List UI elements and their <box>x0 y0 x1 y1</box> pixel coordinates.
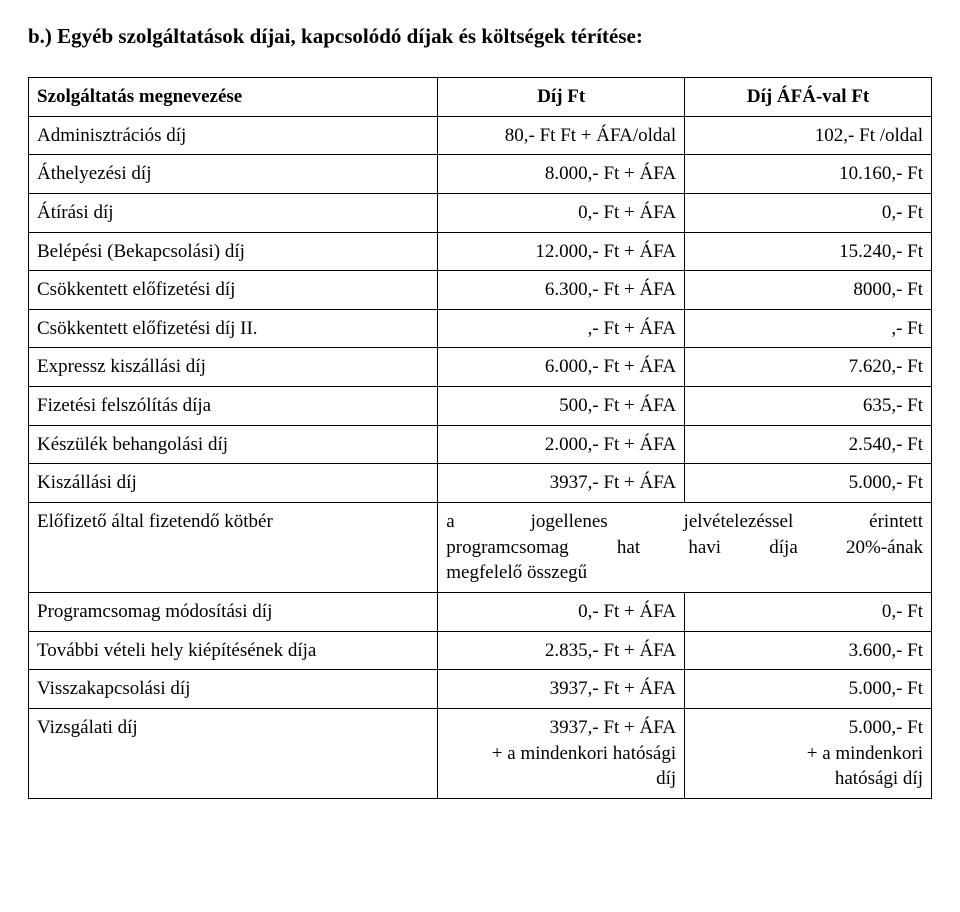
cell-service: Belépési (Bekapcsolási) díj <box>29 232 438 271</box>
cell-fee: 2.000,- Ft + ÁFA <box>438 425 685 464</box>
cell-fee-vat: 0,- Ft <box>685 592 932 631</box>
cell-service: Csökkentett előfizetési díj <box>29 271 438 310</box>
cell-fee: 6.000,- Ft + ÁFA <box>438 348 685 387</box>
cell-penalty-text: a jogellenes jelvételezéssel érintett pr… <box>438 503 932 593</box>
table-row: Áthelyezési díj 8.000,- Ft + ÁFA 10.160,… <box>29 155 932 194</box>
table-header-row: Szolgáltatás megnevezése Díj Ft Díj ÁFÁ-… <box>29 78 932 117</box>
cell-service: Készülék behangolási díj <box>29 425 438 464</box>
table-row: Programcsomag módosítási díj 0,- Ft + ÁF… <box>29 592 932 631</box>
cell-fee: 500,- Ft + ÁFA <box>438 387 685 426</box>
cell-fee: 6.300,- Ft + ÁFA <box>438 271 685 310</box>
cell-fee-vat: 8000,- Ft <box>685 271 932 310</box>
table-row: Adminisztrációs díj 80,- Ft Ft + ÁFA/old… <box>29 116 932 155</box>
cell-fee-vat: 15.240,- Ft <box>685 232 932 271</box>
cell-service: Vizsgálati díj <box>29 708 438 798</box>
cell-fee-vat: 7.620,- Ft <box>685 348 932 387</box>
cell-fee-vat: ,- Ft <box>685 309 932 348</box>
cell-fee: 2.835,- Ft + ÁFA <box>438 631 685 670</box>
cell-service: Csökkentett előfizetési díj II. <box>29 309 438 348</box>
cell-fee-vat: 2.540,- Ft <box>685 425 932 464</box>
table-row: Fizetési felszólítás díja 500,- Ft + ÁFA… <box>29 387 932 426</box>
feevat-line-3: hatósági díj <box>693 766 923 792</box>
table-row: Visszakapcsolási díj 3937,- Ft + ÁFA 5.0… <box>29 670 932 709</box>
table-row-penalty: Előfizető által fizetendő kötbér a jogel… <box>29 503 932 593</box>
section-heading: b.) Egyéb szolgáltatások díjai, kapcsoló… <box>28 24 932 49</box>
table-row: Átírási díj 0,- Ft + ÁFA 0,- Ft <box>29 193 932 232</box>
cell-fee: 0,- Ft + ÁFA <box>438 193 685 232</box>
cell-fee-vat: 635,- Ft <box>685 387 932 426</box>
fee-line-2: + a mindenkori hatósági <box>446 741 676 767</box>
cell-service: Programcsomag módosítási díj <box>29 592 438 631</box>
feevat-line-1: 5.000,- Ft <box>693 715 923 741</box>
cell-fee-vat: 3.600,- Ft <box>685 631 932 670</box>
cell-fee-vat: 5.000,- Ft + a mindenkori hatósági díj <box>685 708 932 798</box>
cell-fee-vat: 0,- Ft <box>685 193 932 232</box>
cell-fee: 3937,- Ft + ÁFA + a mindenkori hatósági … <box>438 708 685 798</box>
table-row: Készülék behangolási díj 2.000,- Ft + ÁF… <box>29 425 932 464</box>
cell-fee: 3937,- Ft + ÁFA <box>438 464 685 503</box>
header-fee-vat: Díj ÁFÁ-val Ft <box>685 78 932 117</box>
header-service: Szolgáltatás megnevezése <box>29 78 438 117</box>
cell-fee-vat: 10.160,- Ft <box>685 155 932 194</box>
cell-fee: 80,- Ft Ft + ÁFA/oldal <box>438 116 685 155</box>
table-row: Belépési (Bekapcsolási) díj 12.000,- Ft … <box>29 232 932 271</box>
cell-service: Expressz kiszállási díj <box>29 348 438 387</box>
penalty-line-3: megfelelő összegű <box>446 560 923 586</box>
cell-service: Fizetési felszólítás díja <box>29 387 438 426</box>
cell-service: Átírási díj <box>29 193 438 232</box>
cell-fee: 3937,- Ft + ÁFA <box>438 670 685 709</box>
feevat-line-2: + a mindenkori <box>693 741 923 767</box>
fee-line-1: 3937,- Ft + ÁFA <box>446 715 676 741</box>
cell-fee: 12.000,- Ft + ÁFA <box>438 232 685 271</box>
cell-service: Kiszállási díj <box>29 464 438 503</box>
cell-fee: 8.000,- Ft + ÁFA <box>438 155 685 194</box>
fee-line-3: díj <box>446 766 676 792</box>
cell-fee-vat: 5.000,- Ft <box>685 464 932 503</box>
penalty-line-1: a jogellenes jelvételezéssel érintett <box>446 509 923 535</box>
table-row: Csökkentett előfizetési díj II. ,- Ft + … <box>29 309 932 348</box>
cell-fee: 0,- Ft + ÁFA <box>438 592 685 631</box>
table-row: Kiszállási díj 3937,- Ft + ÁFA 5.000,- F… <box>29 464 932 503</box>
header-fee: Díj Ft <box>438 78 685 117</box>
cell-service: További vételi hely kiépítésének díja <box>29 631 438 670</box>
cell-service: Áthelyezési díj <box>29 155 438 194</box>
table-row: További vételi hely kiépítésének díja 2.… <box>29 631 932 670</box>
price-table: Szolgáltatás megnevezése Díj Ft Díj ÁFÁ-… <box>28 77 932 799</box>
cell-service: Visszakapcsolási díj <box>29 670 438 709</box>
cell-fee: ,- Ft + ÁFA <box>438 309 685 348</box>
cell-service: Adminisztrációs díj <box>29 116 438 155</box>
table-row: Expressz kiszállási díj 6.000,- Ft + ÁFA… <box>29 348 932 387</box>
cell-fee-vat: 5.000,- Ft <box>685 670 932 709</box>
table-row: Csökkentett előfizetési díj 6.300,- Ft +… <box>29 271 932 310</box>
cell-service: Előfizető által fizetendő kötbér <box>29 503 438 593</box>
penalty-line-2: programcsomag hat havi díja 20%-ának <box>446 535 923 561</box>
table-row-last: Vizsgálati díj 3937,- Ft + ÁFA + a minde… <box>29 708 932 798</box>
cell-fee-vat: 102,- Ft /oldal <box>685 116 932 155</box>
